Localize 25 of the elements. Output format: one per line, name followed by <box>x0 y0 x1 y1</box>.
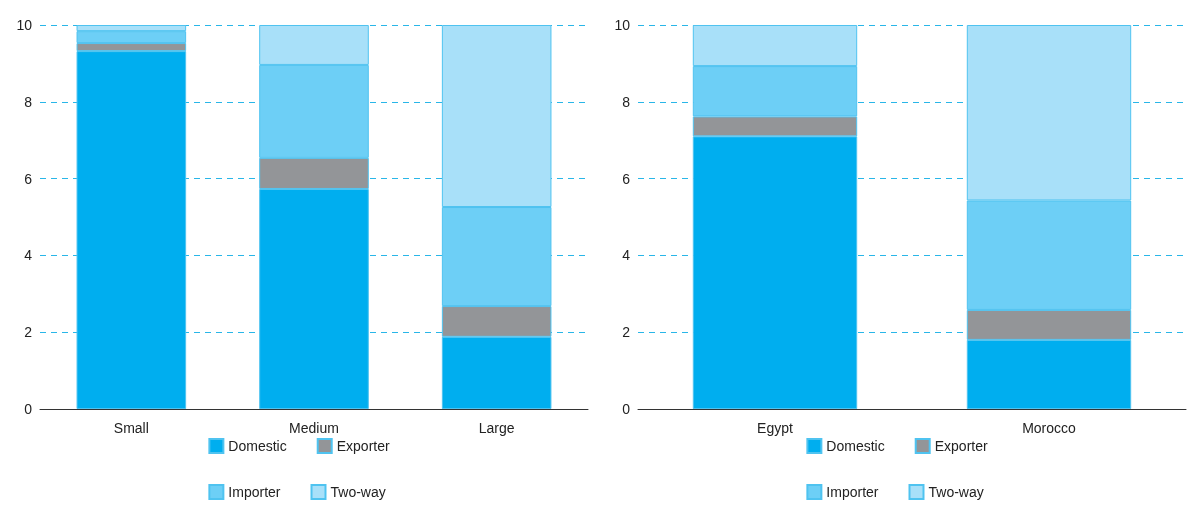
x-tick-label: Medium <box>289 420 339 436</box>
y-tick-label: 10 <box>16 17 33 33</box>
y-tick-label: 6 <box>622 170 631 187</box>
legend-label: Importer <box>826 484 879 500</box>
x-tick-label: Small <box>113 420 149 436</box>
legend-label: Importer <box>228 484 281 500</box>
x-tick-label: Egypt <box>757 420 793 436</box>
y-tick-label: 10 <box>614 17 631 33</box>
legend-label: Two-way <box>928 484 984 500</box>
y-tick-label: 0 <box>24 401 33 417</box>
y-tick-label: 2 <box>24 324 33 341</box>
y-tick-label: 4 <box>24 247 33 264</box>
legend-label: Domestic <box>228 438 287 454</box>
x-tick-label: Large <box>478 420 515 436</box>
y-tick-label: 6 <box>24 170 33 187</box>
y-tick-label: 4 <box>622 247 631 264</box>
x-tick-label: Morocco <box>1022 420 1077 436</box>
legend-label: Two-way <box>330 484 386 500</box>
y-tick-label: 8 <box>24 93 33 110</box>
legend-label: Domestic <box>826 438 885 454</box>
legend-label: Exporter <box>336 438 390 454</box>
legend-label: Exporter <box>934 438 988 454</box>
y-tick-label: 2 <box>622 324 631 341</box>
y-tick-label: 0 <box>622 401 631 417</box>
y-tick-label: 8 <box>622 93 631 110</box>
